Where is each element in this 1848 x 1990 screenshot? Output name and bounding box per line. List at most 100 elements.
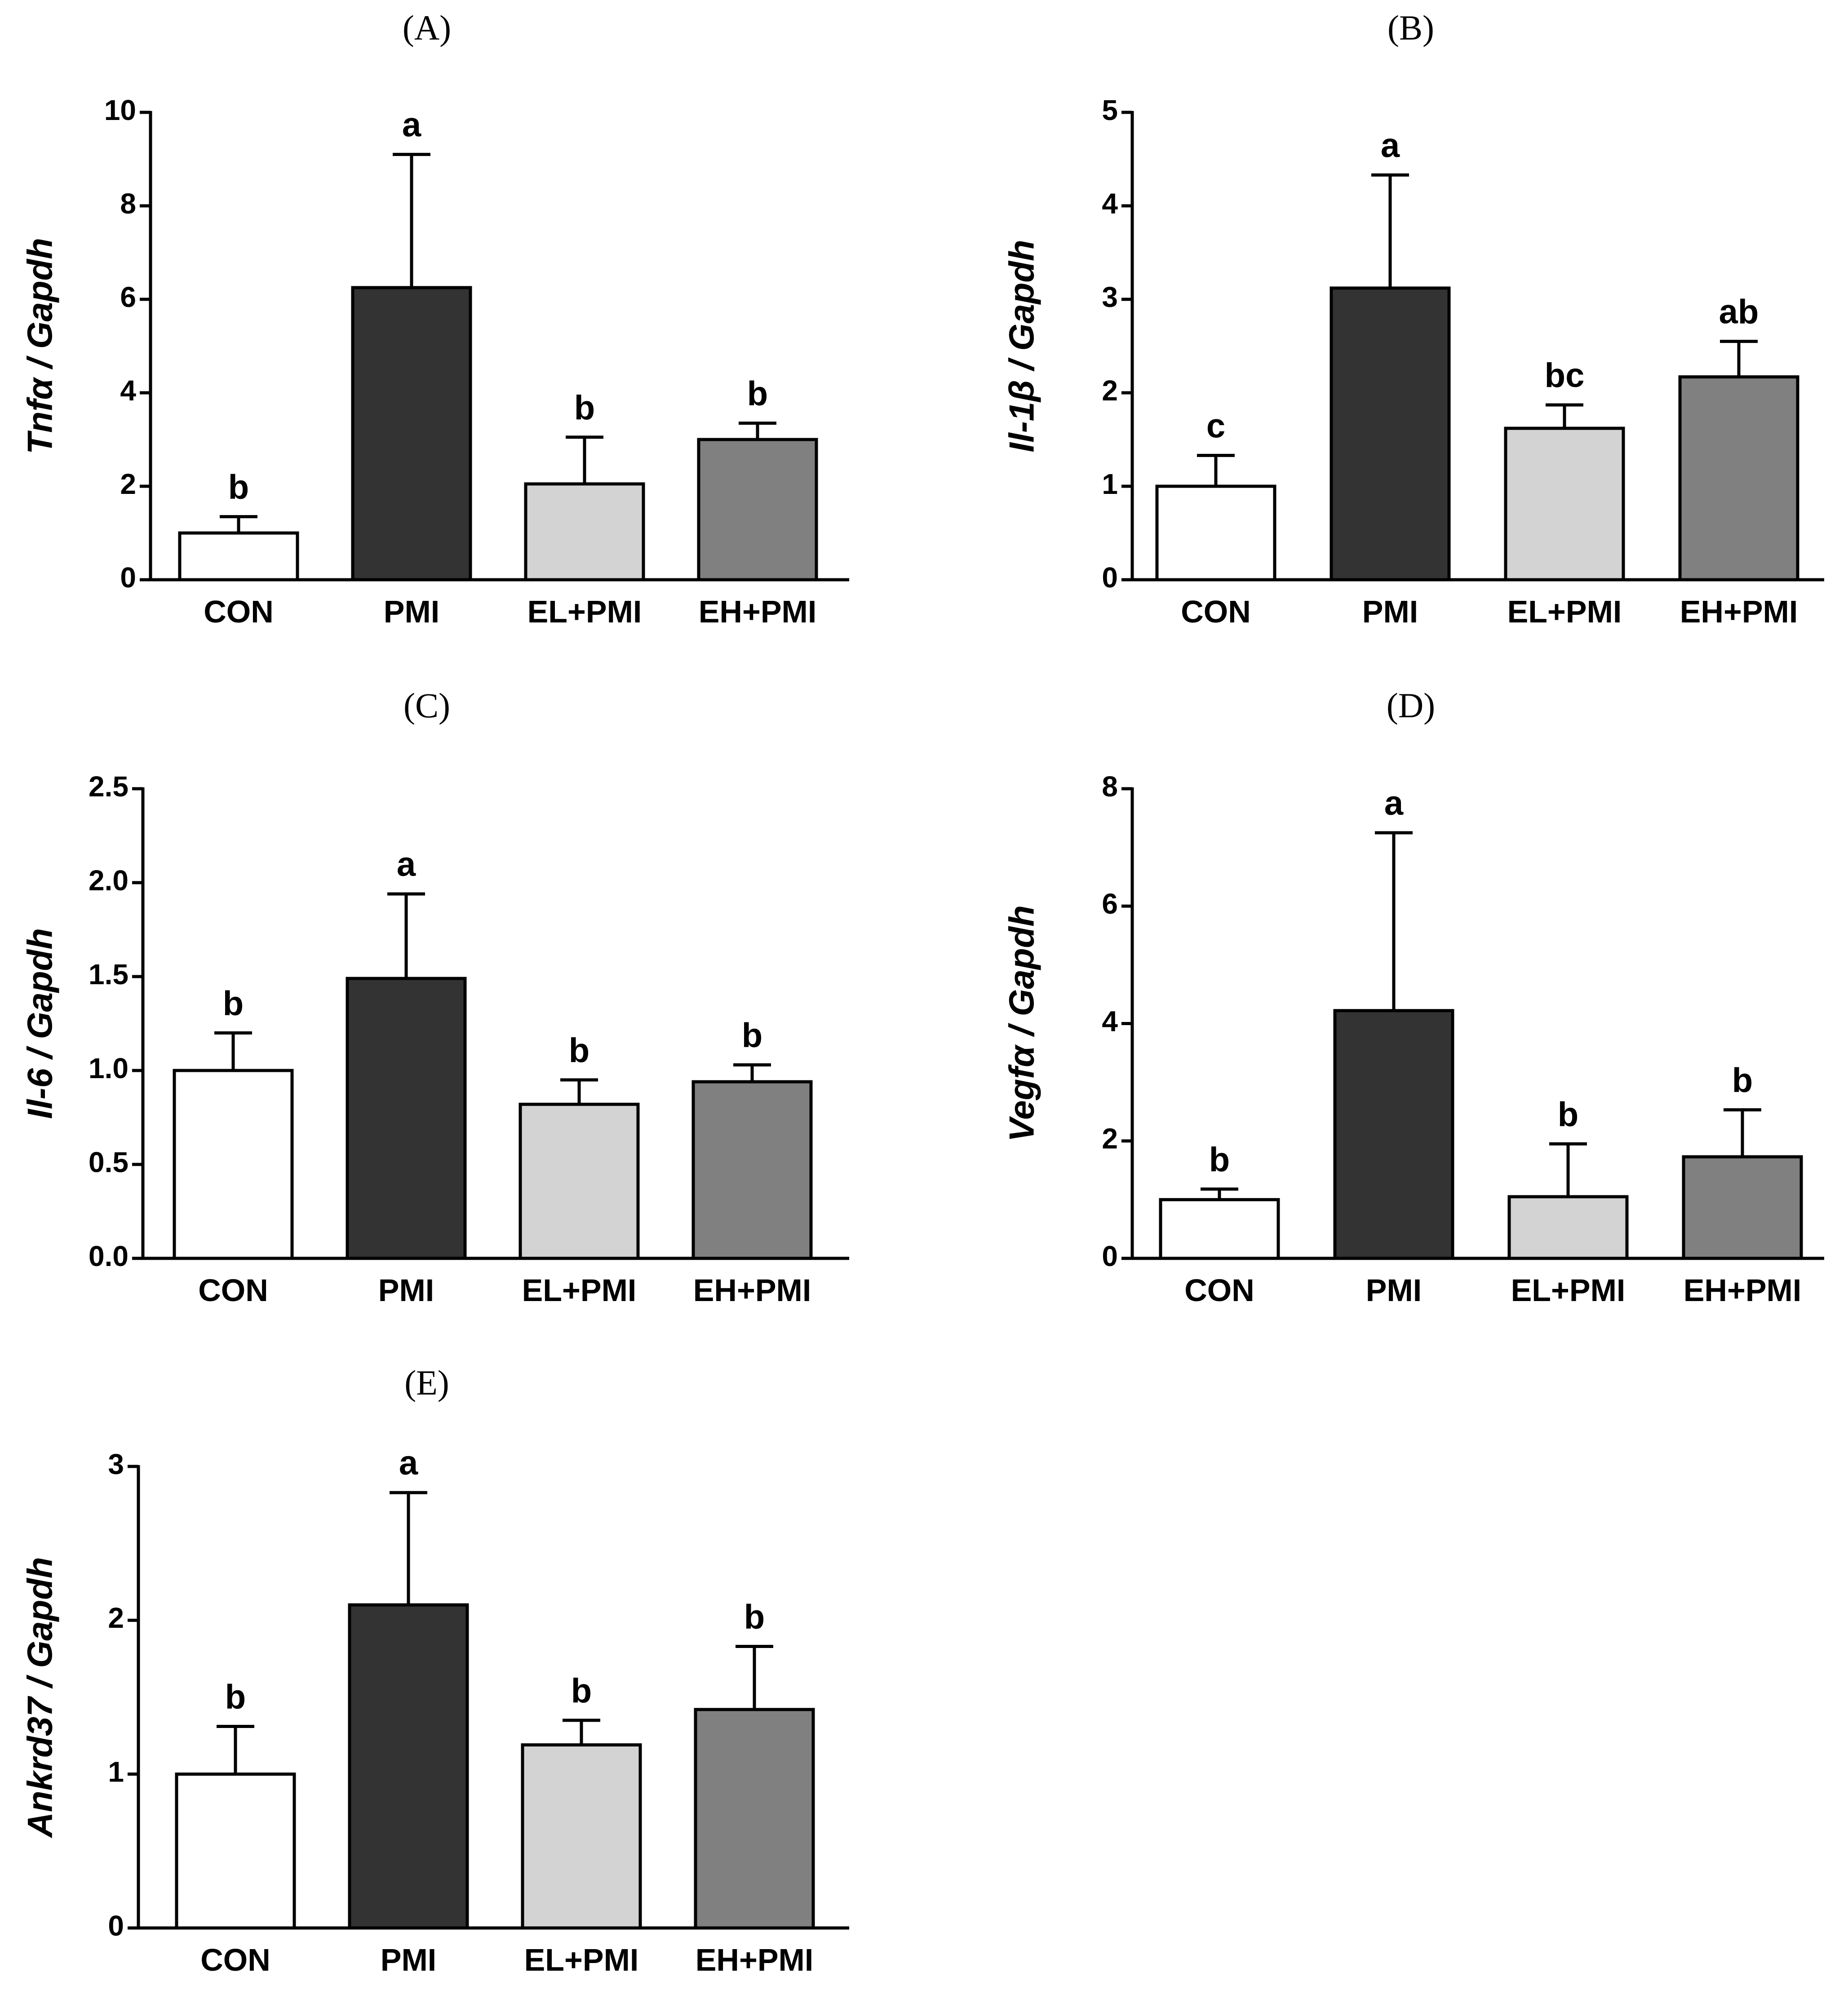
y-tick-label: 0.0 [89,1240,129,1272]
bar-con [1159,1198,1280,1260]
bar-pmi [348,1603,469,1930]
y-tick-label: 1.0 [89,1052,129,1084]
significance-letter: b [1558,1095,1578,1133]
significance-letter: b [574,389,595,427]
significance-letter: b [744,1598,765,1636]
y-axis-label: Tnfα / Gapdh [20,238,60,454]
x-category-label: EH+PMI [699,594,817,629]
bar-eh-plus-pmi [691,1080,813,1260]
panel-label: (E) [404,1363,449,1402]
bar-con [173,1069,294,1260]
y-tick-label: 1.5 [89,958,129,991]
x-category-label: EL+PMI [527,594,642,629]
bar-con [175,1772,296,1930]
y-axis-label: Vegfα / Gapdh [1002,905,1041,1142]
bar-el-plus-pmi [519,1102,640,1260]
x-category-label: EL+PMI [1507,594,1622,629]
chart-panel-1: (A) Tnfα / Gapdh 0 2 4 6 8 10 b CON a PMI b EL+PMI b EH… [20,8,849,629]
bar-eh-plus-pmi [697,438,818,582]
significance-letter: b [1209,1141,1230,1179]
x-category-label: PMI [384,594,439,629]
x-category-label: CON [1181,594,1251,629]
y-tick-label: 2 [120,468,136,500]
chart-panel-2: (B) Il-1β / Gapdh 0 1 2 3 4 5 c CON a PMI bc EL+PMI ab… [1002,8,1824,629]
bar-eh-plus-pmi [1682,1155,1803,1260]
bar-el-plus-pmi [524,482,645,582]
y-tick-label: 0.5 [89,1146,129,1178]
x-category-label: CON [200,1942,270,1977]
significance-letter: ab [1719,293,1759,331]
significance-letter: a [1381,126,1400,164]
y-tick-label: 4 [120,374,136,407]
significance-letter: b [571,1672,592,1710]
significance-letter: a [1384,784,1404,822]
y-tick-label: 2 [108,1602,124,1634]
y-tick-label: 0 [108,1910,124,1942]
bar-el-plus-pmi [1504,426,1625,582]
y-tick-label: 6 [1102,888,1118,920]
y-tick-label: 8 [1102,770,1118,803]
y-tick-label: 2.0 [89,864,129,897]
bar-con [178,531,299,582]
significance-letter: b [225,1678,246,1716]
bar-el-plus-pmi [1507,1195,1629,1260]
panel-label: (D) [1387,686,1435,725]
y-tick-label: 5 [1102,94,1118,126]
y-tick-label: 0 [120,561,136,594]
significance-letter: bc [1545,356,1585,395]
y-tick-label: 10 [104,94,136,126]
y-tick-label: 8 [120,187,136,220]
x-category-label: PMI [1366,1273,1422,1308]
x-category-label: EH+PMI [1684,1273,1802,1308]
significance-letter: a [402,106,421,144]
y-tick-label: 2 [1102,374,1118,407]
significance-letter: b [742,1016,762,1054]
x-category-label: EH+PMI [693,1273,811,1308]
significance-letter: a [399,1444,418,1482]
bar-pmi [1333,1009,1454,1260]
x-category-label: EL+PMI [1511,1273,1626,1308]
chart-panel-5: (E) Ankrd37 / Gapdh 0 1 2 3 b CON a PMI b EL+PMI b EH… [20,1363,849,1977]
y-tick-label: 4 [1102,1005,1118,1037]
x-category-label: PMI [381,1942,436,1977]
x-category-label: EL+PMI [524,1942,639,1977]
x-category-label: EH+PMI [1680,594,1798,629]
y-tick-label: 6 [120,281,136,313]
y-tick-label: 1 [1102,468,1118,500]
x-category-label: CON [198,1273,268,1308]
significance-letter: b [747,375,768,413]
y-tick-label: 2 [1102,1123,1118,1155]
significance-letter: b [569,1031,589,1070]
y-axis-label: Il-1β / Gapdh [1002,240,1041,452]
panel-label: (C) [403,686,450,725]
significance-letter: b [1732,1062,1753,1100]
y-tick-label: 0 [1102,561,1118,594]
x-category-label: CON [1184,1273,1254,1308]
chart-panel-4: (D) Vegfα / Gapdh 0 2 4 6 8 b CON a PMI b EL+PMI b EH+… [1002,686,1824,1308]
y-tick-label: 0 [1102,1240,1118,1272]
bar-eh-plus-pmi [1678,375,1799,582]
y-tick-label: 3 [108,1448,124,1480]
significance-letter: c [1206,407,1225,445]
x-category-label: EL+PMI [522,1273,637,1308]
bar-el-plus-pmi [521,1743,642,1930]
significance-letter: b [228,468,249,506]
bar-con [1155,484,1276,582]
x-category-label: CON [204,594,274,629]
y-tick-label: 3 [1102,281,1118,313]
significance-letter: b [223,984,244,1022]
y-tick-label: 2.5 [89,770,129,803]
x-category-label: PMI [378,1273,434,1308]
y-axis-label: Ankrd37 / Gapdh [20,1557,60,1838]
y-tick-label: 1 [108,1756,124,1788]
panel-label: (B) [1387,8,1434,47]
y-axis-label: Il-6 / Gapdh [20,928,60,1119]
bar-pmi [346,977,467,1260]
x-category-label: EH+PMI [696,1942,814,1977]
y-tick-label: 4 [1102,187,1118,220]
x-category-label: PMI [1362,594,1418,629]
bar-pmi [1329,286,1451,582]
chart-panel-3: (C) Il-6 / Gapdh 0.0 0.5 1.0 1.5 2.0 2.5 b CON a PM… [20,686,849,1308]
panel-label: (A) [403,8,451,47]
